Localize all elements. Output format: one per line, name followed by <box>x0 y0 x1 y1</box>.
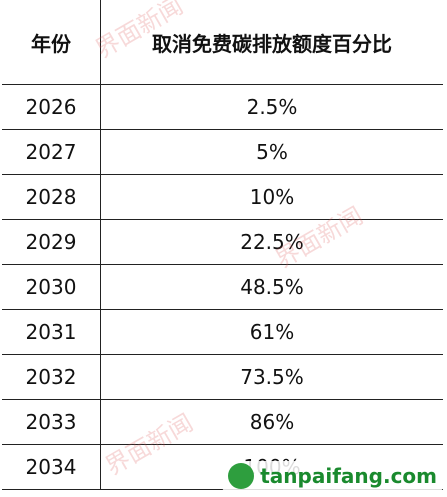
percent-cell: 10% <box>100 174 443 220</box>
year-cell: 2027 <box>2 129 101 175</box>
table-body: 2026 2.5% 2027 5% 2028 10% 2029 22.5% 2030 48.5% 2… <box>2 84 443 490</box>
table-row: 2032 73.5% <box>2 354 443 400</box>
header-cell: 年份 <box>2 0 101 85</box>
year-cell: 2026 <box>2 84 101 130</box>
year-cell: 2032 <box>2 354 101 400</box>
percent-cell: 48.5% <box>100 264 443 310</box>
percent-cell: 73.5% <box>100 354 443 400</box>
logo: tanpaifang.com <box>222 461 443 491</box>
table-row: 2027 5% <box>2 129 443 175</box>
table-row: 2033 86% <box>2 399 443 445</box>
year-cell: 2031 <box>2 309 101 355</box>
year-cell: 2033 <box>2 399 101 445</box>
percent-cell: 2.5% <box>100 84 443 130</box>
year-cell: 2034 <box>2 444 101 490</box>
percent-cell: 5% <box>100 129 443 175</box>
logo-icon <box>228 463 255 489</box>
percent-cell: 86% <box>100 399 443 445</box>
table-row: 2028 10% <box>2 174 443 220</box>
logo-text: tanpaifang.com <box>260 464 437 488</box>
year-cell: 2030 <box>2 264 101 310</box>
percent-cell: 22.5% <box>100 219 443 265</box>
table: 年份 取消免费碳排放额度百分比 2026 2.5% 2027 5% 2028 10% 2029… <box>2 0 443 490</box>
table-row: 2029 22.5% <box>2 219 443 265</box>
year-cell: 2028 <box>2 174 101 220</box>
header-cell: 取消免费碳排放额度百分比 <box>100 0 443 85</box>
table-row: 2030 48.5% <box>2 264 443 310</box>
year-cell: 2029 <box>2 219 101 265</box>
table-row: 2031 61% <box>2 309 443 355</box>
header-row: 年份 取消免费碳排放额度百分比 <box>2 0 443 85</box>
table-row: 2026 2.5% <box>2 84 443 130</box>
percent-cell: 61% <box>100 309 443 355</box>
